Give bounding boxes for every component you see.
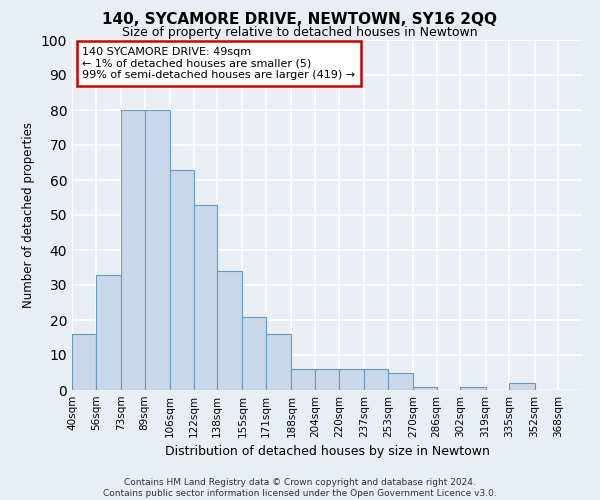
- Bar: [509, 383, 535, 390]
- Bar: [315, 369, 339, 390]
- Bar: [460, 386, 485, 390]
- Bar: [388, 372, 413, 390]
- X-axis label: Distribution of detached houses by size in Newtown: Distribution of detached houses by size …: [164, 446, 490, 458]
- Bar: [242, 316, 266, 390]
- Bar: [170, 170, 194, 390]
- Text: 140 SYCAMORE DRIVE: 49sqm
← 1% of detached houses are smaller (5)
99% of semi-de: 140 SYCAMORE DRIVE: 49sqm ← 1% of detach…: [82, 47, 355, 80]
- Bar: [292, 369, 315, 390]
- Text: 140, SYCAMORE DRIVE, NEWTOWN, SY16 2QQ: 140, SYCAMORE DRIVE, NEWTOWN, SY16 2QQ: [103, 12, 497, 28]
- Bar: [194, 204, 217, 390]
- Bar: [266, 334, 292, 390]
- Bar: [72, 334, 96, 390]
- Bar: [339, 369, 364, 390]
- Y-axis label: Number of detached properties: Number of detached properties: [22, 122, 35, 308]
- Bar: [364, 369, 388, 390]
- Bar: [96, 274, 121, 390]
- Bar: [121, 110, 145, 390]
- Bar: [145, 110, 170, 390]
- Bar: [413, 386, 437, 390]
- Text: Size of property relative to detached houses in Newtown: Size of property relative to detached ho…: [122, 26, 478, 39]
- Text: Contains HM Land Registry data © Crown copyright and database right 2024.
Contai: Contains HM Land Registry data © Crown c…: [103, 478, 497, 498]
- Bar: [217, 271, 242, 390]
